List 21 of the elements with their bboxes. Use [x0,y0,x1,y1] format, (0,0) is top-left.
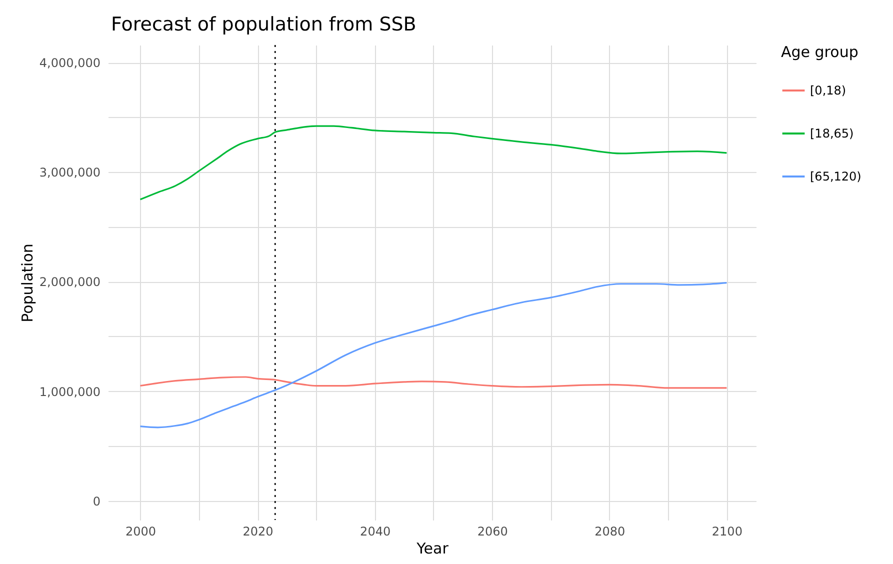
line-series [139,282,728,428]
x-tick-label: 2020 [242,524,274,538]
legend-label: [65,120) [810,170,862,184]
line-series [139,376,728,389]
x-tick-label: 2000 [125,524,156,538]
y-tick-label: 4,000,000 [39,56,100,70]
y-tick-label: 0 [92,494,100,508]
chart-title: Forecast of population from SSB [111,13,416,36]
legend-label: [18,65) [810,126,854,140]
y-tick-label: 2,000,000 [39,275,100,290]
legend-label: [0,18) [810,84,846,98]
x-tick-label: 2060 [477,524,508,538]
line-series [139,125,728,200]
x-tick-label: 2080 [594,524,626,538]
y-axis-title: Population [18,244,36,322]
y-tick-label: 3,000,000 [39,166,100,180]
x-axis-title: Year [416,540,450,558]
x-tick-label: 2100 [712,524,742,538]
x-tick-label: 2040 [360,524,391,538]
y-tick-label: 1,000,000 [39,384,100,399]
legend-title: Age group [781,43,858,61]
